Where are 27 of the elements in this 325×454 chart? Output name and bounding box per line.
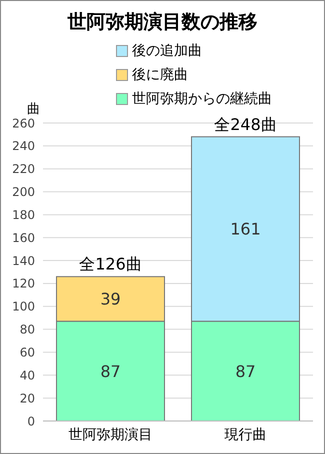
x-tick-label: 現行曲 [224,426,266,443]
y-tick-label: 40 [20,368,35,382]
y-tick-label: 160 [12,230,35,245]
x-tick-label: 世阿弥期演目 [68,426,152,443]
y-tick-label: 240 [12,139,35,154]
y-tick-label: 180 [12,208,35,222]
total-label: 全248曲 [214,114,277,134]
y-tick-label: 0 [27,414,35,428]
legend-label: 後の追加曲 [132,42,202,60]
legend-label: 世阿弥期からの継続曲 [132,90,272,108]
total-label: 全126曲 [79,254,142,274]
y-tick-label: 120 [12,276,35,291]
data-label: 161 [230,220,261,239]
chart-title: 世阿弥期演目数の推移 [66,10,258,35]
y-tick-label: 140 [12,254,35,268]
data-label: 87 [100,362,121,381]
y-tick-label: 100 [12,300,35,314]
y-tick-label: 80 [20,322,35,337]
y-tick-label: 60 [20,345,35,360]
legend-label: 後に廃曲 [132,66,188,84]
y-tick-label: 260 [12,116,35,130]
y-tick-label: 200 [12,185,35,200]
y-axis-title: 曲 [27,101,40,118]
y-tick-label: 220 [12,162,35,176]
y-tick-label: 20 [20,391,35,406]
data-label: 87 [235,362,256,381]
data-label: 39 [100,290,121,309]
